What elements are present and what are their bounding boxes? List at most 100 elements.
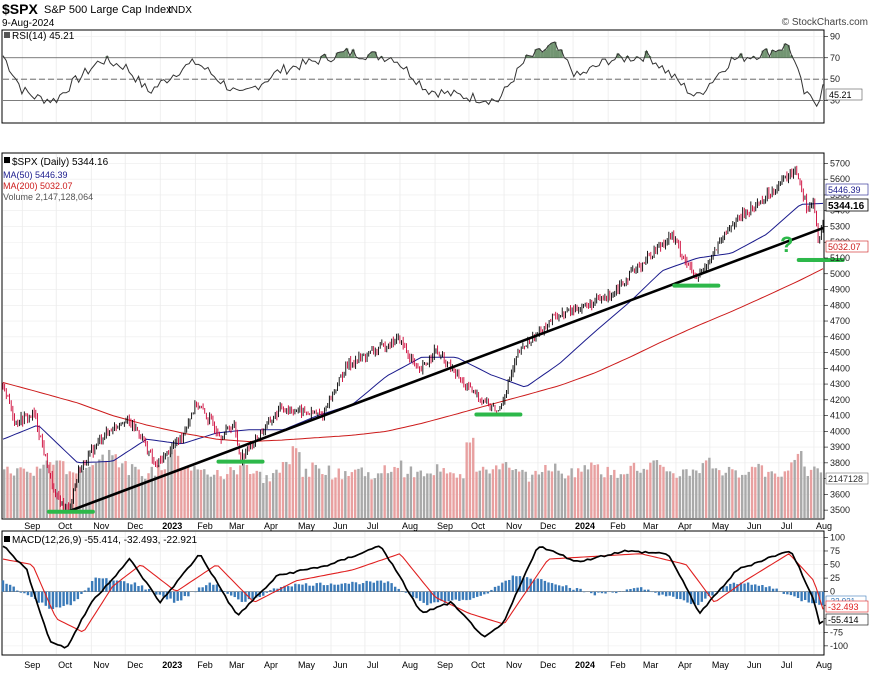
x-tick-label: 2024 bbox=[575, 521, 595, 531]
rsi-overbought-fill bbox=[541, 52, 544, 58]
macd-x-tick-label: Sep bbox=[437, 660, 453, 670]
macd-histogram-bar bbox=[62, 592, 64, 606]
macd-histogram-bar bbox=[77, 592, 79, 599]
volume-bar bbox=[410, 466, 412, 518]
macd-x-tick-label: Aug bbox=[816, 660, 832, 670]
macd-histogram-bar bbox=[130, 584, 132, 591]
volume-bar bbox=[423, 476, 425, 518]
volume-bar bbox=[229, 467, 231, 518]
price-legend-swatch bbox=[4, 157, 10, 163]
volume-bar bbox=[108, 450, 110, 518]
macd-histogram-bar bbox=[704, 592, 706, 599]
volume-bar bbox=[311, 462, 313, 518]
macd-histogram-bar bbox=[808, 592, 810, 603]
macd-histogram-bar bbox=[12, 587, 14, 592]
macd-histogram-bar bbox=[462, 592, 464, 600]
rsi-overbought-fill bbox=[780, 50, 783, 58]
volume-bar bbox=[39, 469, 41, 518]
macd-histogram-bar bbox=[644, 590, 646, 592]
volume-bar bbox=[561, 474, 563, 518]
macd-histogram-bar bbox=[494, 587, 496, 592]
volume-bar bbox=[544, 465, 546, 518]
macd-histogram-bar bbox=[490, 590, 492, 592]
macd-histogram-bar bbox=[422, 592, 424, 603]
macd-histogram-bar bbox=[562, 586, 564, 591]
macd-y-tick-label: -100 bbox=[830, 641, 848, 651]
volume-bar bbox=[793, 460, 795, 518]
volume-bar bbox=[177, 456, 179, 518]
macd-histogram-bar bbox=[394, 587, 396, 592]
volume-bar bbox=[259, 472, 261, 518]
volume-bar bbox=[239, 465, 241, 518]
macd-histogram-bar bbox=[41, 592, 43, 603]
macd-x-tick-label: Apr bbox=[264, 660, 278, 670]
volume-bar bbox=[187, 467, 189, 518]
macd-histogram-bar bbox=[583, 592, 585, 593]
volume-bar bbox=[738, 478, 740, 518]
volume-bar bbox=[377, 473, 379, 518]
macd-histogram-bar bbox=[686, 592, 688, 603]
macd-histogram-bar bbox=[804, 592, 806, 600]
volume-bar bbox=[436, 464, 438, 518]
volume-bar bbox=[105, 461, 107, 518]
volume-bar bbox=[275, 470, 277, 518]
volume-bar bbox=[682, 470, 684, 518]
volume-bar bbox=[567, 476, 569, 518]
macd-histogram-bar bbox=[344, 583, 346, 592]
volume-bar bbox=[475, 472, 477, 518]
volume-bar bbox=[600, 474, 602, 518]
macd-histogram-bar bbox=[201, 587, 203, 591]
volume-bar bbox=[597, 464, 599, 518]
x-tick-label: Nov bbox=[506, 521, 523, 531]
macd-histogram-bar bbox=[180, 592, 182, 601]
volume-bar bbox=[761, 465, 763, 518]
rsi-overbought-fill bbox=[534, 49, 537, 57]
volume-bar bbox=[242, 464, 244, 518]
macd-histogram-bar bbox=[772, 589, 774, 592]
volume-bar bbox=[492, 469, 494, 518]
price-y-tick-label: 4400 bbox=[830, 363, 850, 373]
x-tick-label: Jun bbox=[333, 521, 348, 531]
macd-y-tick-label: 25 bbox=[830, 573, 840, 583]
price-y-tick-label: 4100 bbox=[830, 411, 850, 421]
macd-histogram-bar bbox=[508, 580, 510, 592]
stockcharts-credit[interactable]: © StockCharts.com bbox=[782, 17, 868, 28]
macd-histogram-bar bbox=[750, 585, 752, 592]
macd-histogram-bar bbox=[198, 587, 200, 591]
macd-histogram-bar bbox=[668, 592, 670, 596]
price-y-tick-label: 4300 bbox=[830, 379, 850, 389]
macd-histogram-bar bbox=[658, 592, 660, 596]
volume-bar bbox=[692, 470, 694, 518]
volume-bar bbox=[705, 460, 707, 518]
volume-bar bbox=[374, 478, 376, 518]
macd-histogram-bar bbox=[194, 592, 196, 593]
macd-histogram-bar bbox=[226, 592, 228, 594]
volume-bar bbox=[269, 481, 271, 518]
volume-bar bbox=[144, 479, 146, 518]
volume-bar bbox=[223, 479, 225, 518]
macd-histogram-bar bbox=[298, 584, 300, 591]
macd-histogram-bar bbox=[579, 589, 581, 592]
macd-histogram-bar bbox=[287, 586, 289, 592]
macd-histogram-bar bbox=[383, 583, 385, 592]
volume-bar bbox=[167, 457, 169, 518]
macd-histogram-bar bbox=[775, 589, 777, 592]
macd-histogram-bar bbox=[604, 592, 606, 594]
macd-histogram-bar bbox=[73, 592, 75, 602]
macd-y-tick-label: 75 bbox=[830, 546, 840, 556]
volume-bar bbox=[190, 471, 192, 518]
volume-bar bbox=[406, 474, 408, 518]
ma50-value-text: 5446.39 bbox=[828, 185, 861, 195]
volume-bar bbox=[702, 463, 704, 518]
macd-histogram-bar bbox=[822, 592, 824, 606]
macd-histogram-bar bbox=[340, 584, 342, 592]
macd-histogram-bar bbox=[458, 592, 460, 601]
volume-bar bbox=[272, 473, 274, 518]
macd-x-tick-label: Mar bbox=[643, 660, 659, 670]
macd-histogram-bar bbox=[611, 592, 613, 593]
macd-histogram-bar bbox=[141, 585, 143, 591]
grid-layer bbox=[3, 31, 823, 654]
rsi-y-tick-label: 70 bbox=[830, 53, 840, 63]
x-tick-label: Nov bbox=[93, 521, 110, 531]
macd-histogram-bar bbox=[800, 592, 802, 602]
